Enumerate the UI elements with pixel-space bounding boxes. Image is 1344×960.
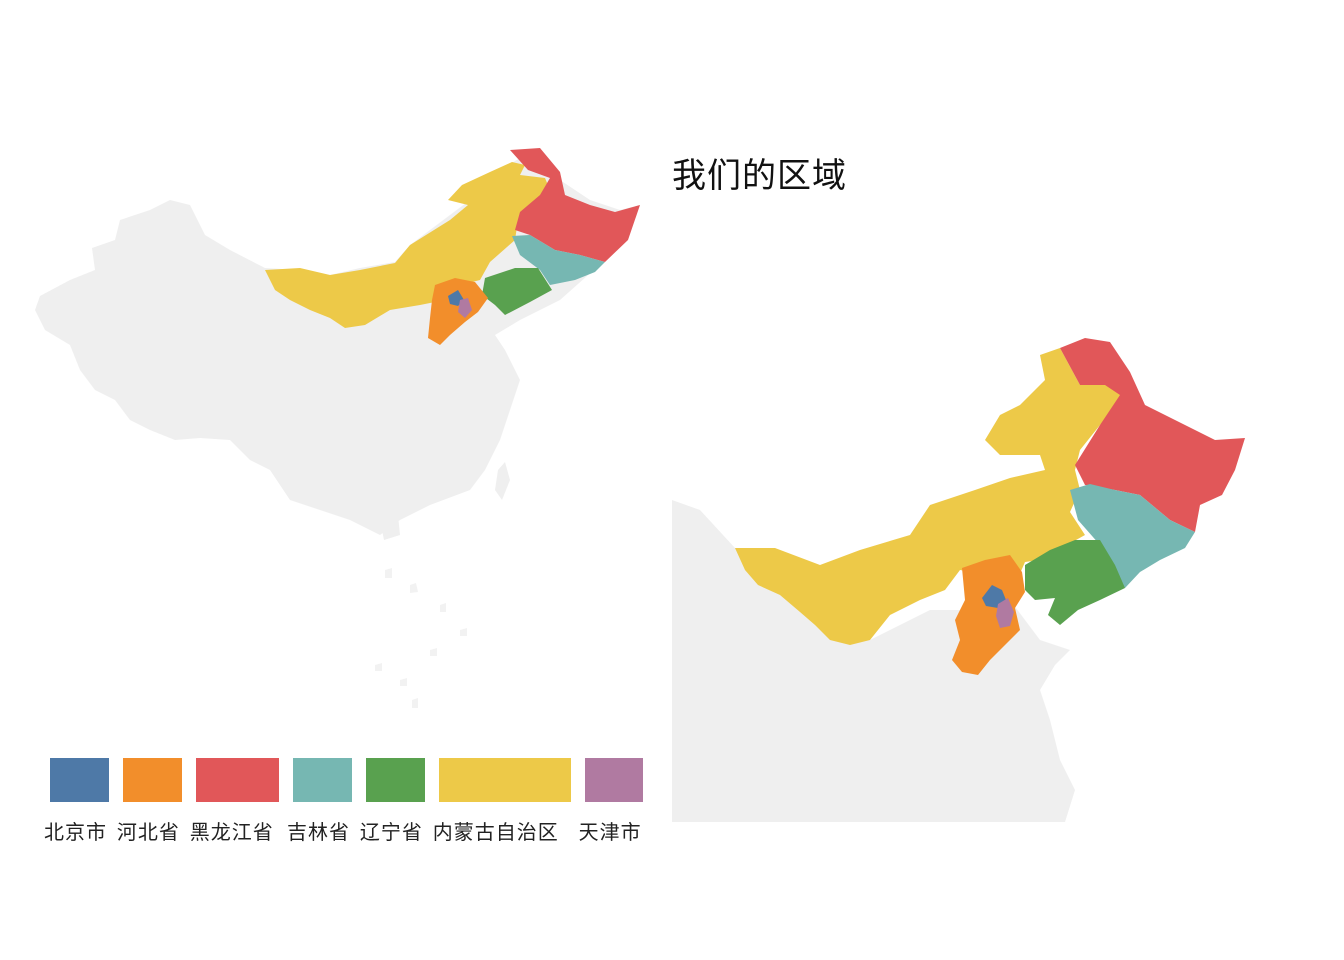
legend-label: 吉林省: [287, 820, 350, 844]
zoomed-region-beijing: [982, 585, 1006, 608]
overview-region-hebei: [428, 278, 488, 345]
zoomed-map: [672, 338, 1245, 822]
legend-swatch: [293, 758, 352, 802]
zoomed-region-liaoning: [1025, 540, 1125, 625]
legend-swatch: [584, 758, 644, 802]
zoomed-region-jilin: [1070, 484, 1195, 588]
legend-swatch: [438, 758, 571, 802]
page-title: 我们的区域: [672, 156, 847, 196]
overview-region-neimenggu: [265, 162, 550, 328]
overview-region-heilongjiang: [510, 148, 640, 262]
legend: 北京市 河北省 黑龙江省 吉林省 辽宁省 内蒙古自治区 天津市: [44, 758, 644, 848]
overview-region-jilin: [512, 235, 605, 285]
overview-region-liaoning: [482, 268, 552, 315]
legend-swatch: [195, 758, 279, 802]
legend-swatch: [50, 758, 109, 802]
legend-label: 内蒙古自治区: [432, 820, 559, 844]
overview-island-2: [380, 515, 400, 540]
legend-label: 黑龙江省: [189, 820, 274, 844]
legend-label: 辽宁省: [359, 820, 423, 844]
zoomed-region-heilongjiang: [1060, 338, 1245, 532]
zoomed-region-tianjin: [996, 598, 1014, 628]
zoomed-region-neimenggu: [735, 348, 1125, 645]
legend-label: 河北省: [116, 820, 180, 844]
legend-swatch: [122, 758, 182, 802]
legend-swatch: [365, 758, 425, 802]
legend-label: 北京市: [44, 820, 107, 844]
legend-label: 天津市: [578, 820, 642, 844]
overview-islands-scs: [375, 568, 467, 708]
overview-map: [35, 148, 640, 708]
overview-island-1: [495, 462, 510, 500]
overview-region-tianjin: [458, 298, 472, 318]
zoomed-region-hebei: [952, 555, 1025, 675]
